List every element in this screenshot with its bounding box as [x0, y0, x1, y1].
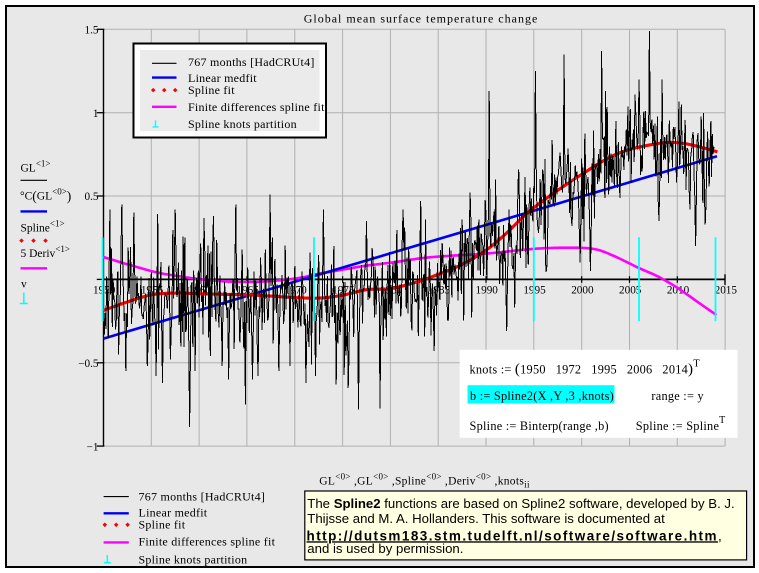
svg-text:Spline knots partition: Spline knots partition: [188, 117, 297, 131]
svg-text:0.5: 0.5: [85, 191, 99, 203]
svg-text:1: 1: [93, 108, 99, 120]
svg-text:°C(GL<0>): °C(GL<0>): [20, 186, 71, 203]
svg-text:2005: 2005: [619, 285, 642, 297]
svg-text:range := y: range := y: [651, 389, 704, 403]
svg-text:−0.5: −0.5: [78, 358, 99, 370]
svg-text:2015: 2015: [715, 285, 738, 297]
svg-text:Spline fit: Spline fit: [188, 83, 235, 97]
svg-text:2000: 2000: [571, 285, 594, 297]
svg-text:v: v: [21, 278, 27, 290]
svg-text:Spline knots partition: Spline knots partition: [139, 552, 248, 566]
svg-text:Spline<1>: Spline<1>: [21, 218, 65, 234]
svg-text:knots := (1950 1972 1995: knots := (1950 1972 1995 2006 2014)T: [470, 359, 701, 378]
svg-text:Finite differences spline fit: Finite differences spline fit: [188, 100, 325, 114]
svg-text:−1: −1: [87, 441, 99, 453]
svg-text:GL<0> ,GL<0> ,Spline<0> ,Deriv: GL<0> ,GL<0> ,Spline<0> ,Deriv<0> ,knots…: [319, 471, 530, 489]
svg-text:Finite differences spline fit: Finite differences spline fit: [139, 535, 276, 549]
svg-text:GL<1>: GL<1>: [21, 158, 51, 174]
svg-text:Global mean surface temperatur: Global mean surface temperature change: [304, 12, 539, 26]
svg-text:1990: 1990: [476, 285, 499, 297]
svg-text:767 months [HadCRUt4]: 767 months [HadCRUt4]: [188, 55, 315, 69]
svg-text:Spline := Binterp(range ,b): Spline := Binterp(range ,b): [470, 419, 609, 433]
svg-text:http://dutsm183.stm.tudelft.nl: http://dutsm183.stm.tudelft.nl/software/…: [307, 528, 722, 543]
svg-text:Spline fit: Spline fit: [139, 517, 186, 531]
svg-text:Linear medfit: Linear medfit: [188, 71, 257, 85]
svg-text:Thijsse and M. A. Hollanders.: Thijsse and M. A. Hollanders. This softw…: [307, 511, 665, 526]
svg-text:b := Spline2(X ,Y ,3 ,knots): b := Spline2(X ,Y ,3 ,knots): [470, 389, 614, 403]
svg-text:1.5: 1.5: [85, 25, 99, 37]
svg-text:Spline := SplineT: Spline := SplineT: [636, 415, 726, 433]
svg-text:1995: 1995: [523, 285, 546, 297]
svg-text:1950: 1950: [93, 285, 116, 297]
svg-text:The Spline2 functions are base: The Spline2 functions are based on Splin…: [307, 496, 734, 511]
svg-text:5 Deriv<1>: 5 Deriv<1>: [21, 244, 70, 260]
svg-text:767 months [HadCRUt4]: 767 months [HadCRUt4]: [139, 490, 266, 504]
svg-text:Linear medfit: Linear medfit: [139, 506, 208, 520]
svg-text:and is used by permission.: and is used by permission.: [307, 541, 463, 556]
